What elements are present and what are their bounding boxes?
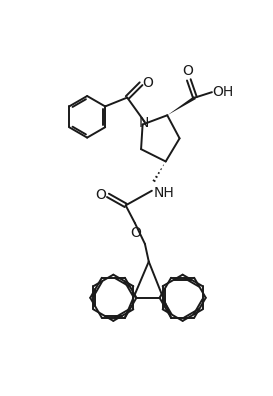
Text: OH: OH [213, 85, 234, 99]
Text: NH: NH [153, 186, 174, 200]
Text: O: O [183, 64, 194, 78]
Text: O: O [95, 188, 106, 202]
Text: O: O [130, 226, 141, 240]
Text: N: N [139, 116, 149, 130]
Text: O: O [143, 76, 153, 90]
Polygon shape [167, 96, 196, 115]
